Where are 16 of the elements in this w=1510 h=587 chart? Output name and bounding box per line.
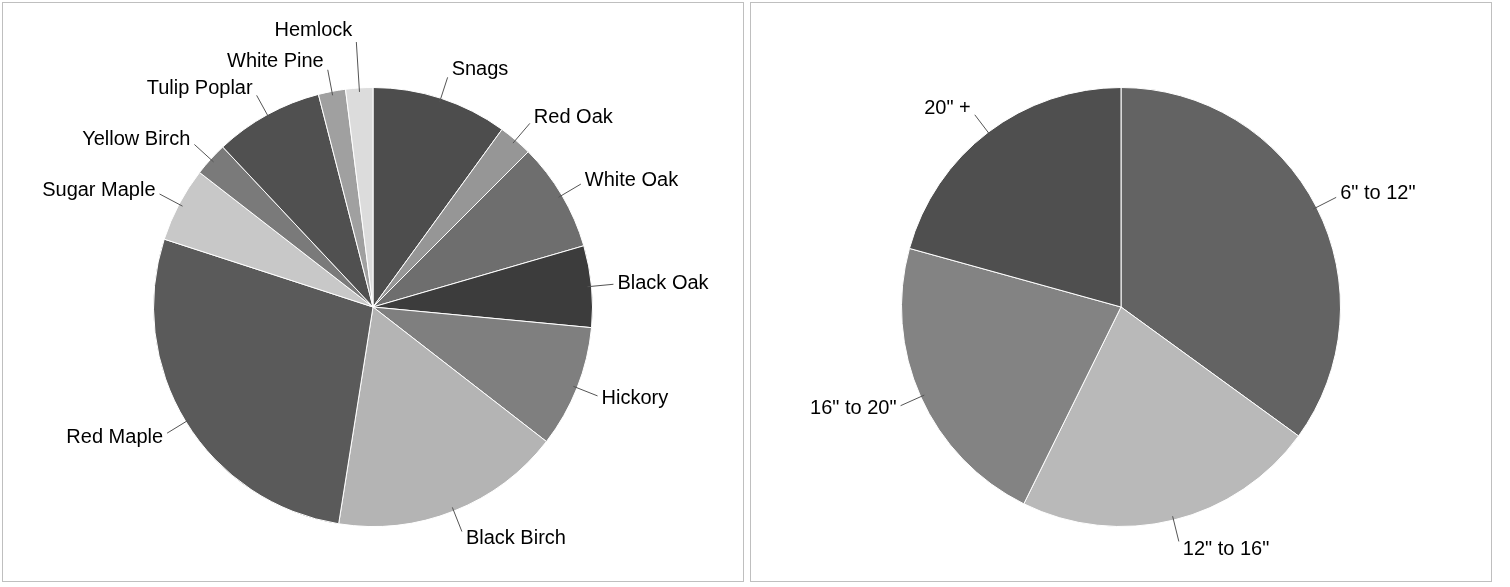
slice-label: Hemlock bbox=[274, 17, 354, 40]
slice-label: Hickory bbox=[601, 386, 669, 409]
slice-label: Sugar Maple bbox=[42, 177, 156, 200]
slice-label: 12" to 16" bbox=[1182, 536, 1270, 559]
slice-label: Snags bbox=[451, 57, 509, 80]
slice-label: Black Birch bbox=[465, 526, 566, 549]
slice-label: White Oak bbox=[584, 167, 680, 190]
slice-label: White Pine bbox=[227, 49, 324, 72]
slice-label: 20" + bbox=[924, 95, 971, 118]
slice-label: Black Oak bbox=[617, 271, 710, 294]
slice-label: 6" to 12" bbox=[1340, 181, 1416, 204]
slice-label: Red Maple bbox=[66, 424, 164, 447]
slice-label: Red Oak bbox=[533, 104, 614, 127]
slice-label: Tulip Poplar bbox=[146, 75, 253, 98]
slice-label: Yellow Birch bbox=[82, 126, 191, 149]
slice-label: 16" to 20" bbox=[810, 396, 897, 419]
